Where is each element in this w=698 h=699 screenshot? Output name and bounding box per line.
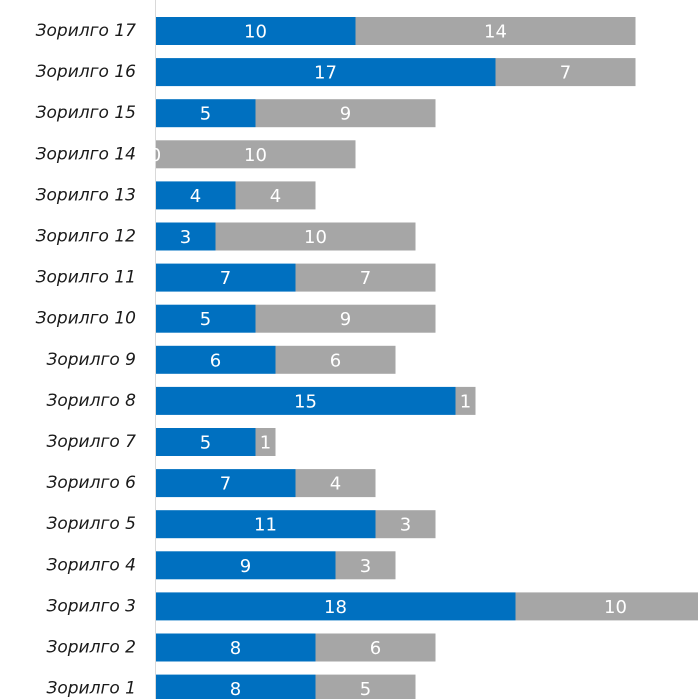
- bar-series-2: [295, 263, 436, 292]
- data-label: 3: [400, 515, 411, 536]
- category-label: Зорилго 6: [46, 473, 136, 493]
- data-label: 8: [230, 679, 241, 699]
- data-label: 7: [220, 268, 231, 289]
- bar-series-2: [255, 428, 276, 456]
- bar-series-1: [155, 633, 316, 662]
- data-label: 7: [220, 474, 231, 495]
- data-label: 5: [360, 679, 371, 699]
- category-label: Зорилго 13: [36, 185, 136, 205]
- bar-series-2: [315, 674, 416, 699]
- data-label: 10: [304, 227, 327, 248]
- data-label: 7: [560, 63, 571, 84]
- bar-series-1: [155, 345, 276, 374]
- bar-series-1: [155, 304, 256, 333]
- bar-series-2: [295, 469, 376, 498]
- data-label: 7: [360, 268, 371, 289]
- data-label: 1: [260, 433, 271, 454]
- bar-series-2: [155, 140, 356, 169]
- data-label: 1: [460, 391, 471, 412]
- data-label: 17: [314, 63, 337, 84]
- category-label: Зорилго 11: [36, 268, 136, 288]
- bar-series-1: [155, 592, 516, 621]
- category-label: Зорилго 15: [36, 103, 136, 123]
- data-label: 9: [240, 556, 251, 577]
- data-label: 5: [200, 104, 211, 125]
- bar-series-1: [155, 58, 496, 87]
- category-label: Зорилго 16: [36, 62, 137, 82]
- data-label: 18: [324, 597, 347, 618]
- bar-series-2: [455, 386, 476, 415]
- data-label: 10: [244, 22, 267, 43]
- bar-series-1: [155, 263, 296, 292]
- data-label: 3: [360, 556, 371, 577]
- bar-series-1: [155, 428, 256, 456]
- bar-series-2: [495, 58, 636, 87]
- data-label: 6: [370, 638, 381, 659]
- bars-layer: [155, 17, 698, 699]
- bar-series-2: [235, 181, 316, 210]
- bar-series-2: [215, 222, 416, 251]
- category-label: Зорилго 12: [36, 227, 136, 247]
- category-label: Зорилго 7: [46, 432, 136, 452]
- category-label: Зорилго 3: [46, 596, 136, 616]
- data-label: 14: [484, 22, 507, 43]
- bar-series-1: [155, 99, 256, 128]
- data-label: 11: [254, 515, 277, 536]
- bar-series-2: [275, 345, 396, 374]
- data-label: 6: [210, 350, 221, 371]
- category-label: Зорилго 14: [36, 144, 136, 164]
- bar-series-1: [155, 674, 316, 699]
- category-label: Зорилго 5: [46, 514, 136, 534]
- bar-series-1: [155, 17, 356, 45]
- data-label: 5: [200, 309, 211, 330]
- category-label: Зорилго 17: [36, 21, 137, 41]
- category-label: Зорилго 1: [46, 679, 136, 699]
- category-label: Зорилго 2: [46, 638, 136, 658]
- bar-series-2: [255, 99, 436, 128]
- data-label: 4: [330, 474, 341, 495]
- bar-series-2: [515, 592, 698, 621]
- bar-series-1: [155, 469, 296, 498]
- data-label: 4: [270, 186, 281, 207]
- data-label: 10: [244, 145, 267, 166]
- data-label: 10: [604, 597, 627, 618]
- data-label: 9: [340, 309, 351, 330]
- bar-series-2: [355, 17, 636, 45]
- category-label: Зорилго 9: [46, 350, 136, 370]
- data-label: 15: [294, 391, 317, 412]
- bar-series-1: [155, 222, 216, 251]
- bar-series-2: [375, 510, 436, 539]
- bar-series-2: [315, 633, 436, 662]
- category-label: Зорилго 4: [46, 555, 136, 575]
- data-label: 9: [340, 104, 351, 125]
- data-label: 0: [150, 145, 161, 166]
- data-label: 5: [200, 433, 211, 454]
- data-label: 8: [230, 638, 241, 659]
- bar-series-1: [155, 386, 456, 415]
- bar-series-2: [255, 304, 436, 333]
- bar-series-1: [155, 510, 376, 539]
- data-label: 6: [330, 350, 341, 371]
- bar-series-2: [335, 551, 396, 580]
- bar-series-1: [155, 181, 236, 210]
- bar-series-1: [155, 551, 336, 580]
- category-label: Зорилго 10: [36, 309, 136, 329]
- data-label: 4: [190, 186, 201, 207]
- data-label: 3: [180, 227, 191, 248]
- category-label: Зорилго 8: [46, 391, 136, 411]
